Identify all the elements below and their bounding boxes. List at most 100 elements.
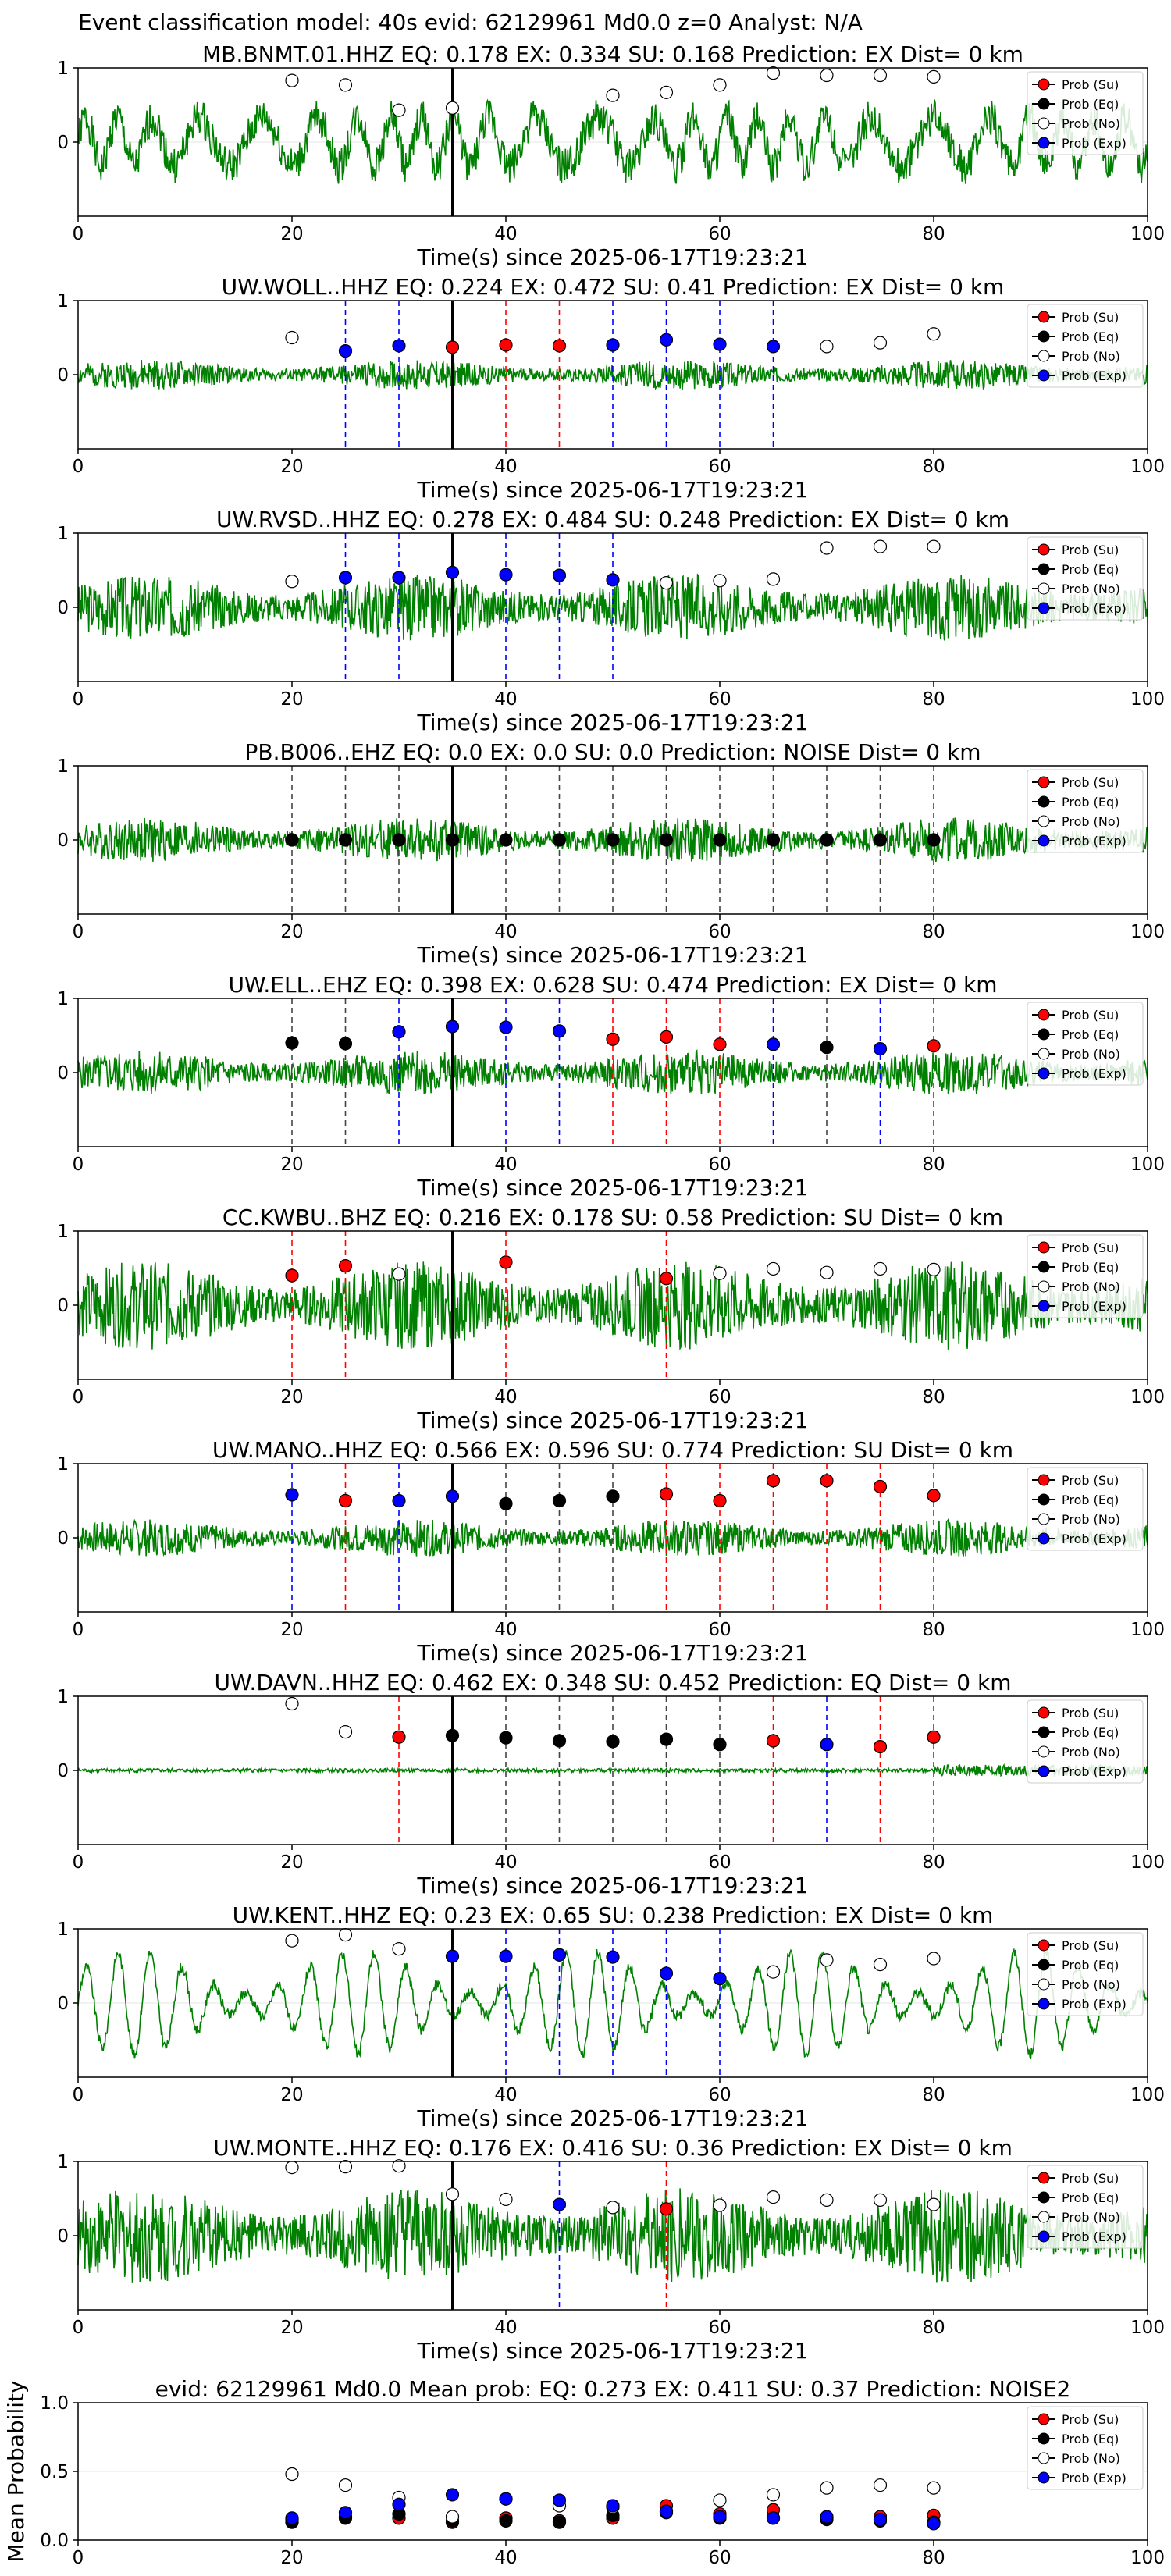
prob-point [445, 565, 460, 579]
panels: MB.BNMT.01.HHZ EQ: 0.178 EX: 0.334 SU: 0… [3, 41, 1165, 2568]
prob-point [927, 1952, 941, 1966]
legend-label: Prob (No) [1062, 1279, 1120, 1294]
legend-marker [1038, 1745, 1050, 1758]
prob-point [445, 340, 460, 354]
legend-label: Prob (No) [1062, 582, 1120, 596]
prob-point [766, 1474, 781, 1488]
prob-point [606, 573, 620, 587]
prob-point [285, 1268, 299, 1283]
legend-marker [1038, 98, 1050, 110]
prob-point [927, 1262, 941, 1277]
x-tick-label: 100 [1130, 1620, 1165, 1640]
prob-point [338, 78, 353, 92]
panel-title: evid: 62129961 Md0.0 Mean prob: EQ: 0.27… [155, 2376, 1071, 2402]
prob-point [659, 833, 674, 847]
legend-frame [1027, 1467, 1144, 1551]
panel-10: evid: 62129961 Md0.0 Mean prob: EQ: 0.27… [3, 2376, 1165, 2568]
x-axis-label: Time(s) since 2025-06-17T19:23:21 [416, 1407, 808, 1433]
legend-label: Prob (Exp) [1062, 1299, 1127, 1314]
mean-prob-point [392, 2497, 406, 2511]
x-tick-label: 100 [1130, 922, 1165, 942]
x-tick-label: 60 [708, 2548, 731, 2568]
legend-label: Prob (Exp) [1062, 2229, 1127, 2244]
prob-point [552, 1024, 567, 1038]
legend-marker [1038, 137, 1050, 149]
x-tick-label: 0 [73, 1155, 84, 1175]
legend-frame [1027, 536, 1144, 621]
prob-point [338, 1037, 353, 1051]
prob-point [766, 1965, 781, 1979]
panel-7: UW.DAVN..HHZ EQ: 0.462 EX: 0.348 SU: 0.4… [57, 1670, 1165, 1898]
legend-marker [1038, 2191, 1050, 2204]
legend-label: Prob (Eq) [1062, 329, 1119, 344]
prob-point [552, 833, 567, 847]
prob-point [338, 1725, 353, 1739]
mean-prob-point [713, 2510, 727, 2524]
waveform-trace [77, 1947, 1148, 2060]
panel-5: CC.KWBU..BHZ EQ: 0.216 EX: 0.178 SU: 0.5… [57, 1204, 1165, 1433]
prob-point [713, 78, 727, 92]
legend-label: Prob (Eq) [1062, 795, 1119, 809]
legend-frame [1027, 1699, 1144, 1784]
legend-label: Prob (Exp) [1062, 1532, 1127, 1546]
x-tick-label: 0 [73, 2085, 84, 2105]
x-tick-label: 100 [1130, 457, 1165, 477]
legend-marker [1038, 78, 1050, 91]
waveform-trace [77, 98, 1148, 184]
x-tick-label: 60 [708, 1620, 731, 1640]
prob-point [873, 336, 888, 350]
waveform-trace [77, 1763, 1148, 1778]
prob-point [499, 2192, 513, 2207]
legend: Prob (Su) Prob (Eq) Prob (No) Prob (Exp) [1027, 71, 1144, 155]
waveform-trace [77, 2188, 1148, 2283]
legend-marker [1038, 815, 1050, 827]
prob-point [285, 330, 299, 345]
y-tick-label: 1 [57, 1687, 69, 1707]
legend-label: Prob (No) [1062, 1745, 1120, 1759]
prob-point [713, 833, 727, 847]
legend-marker [1038, 1474, 1050, 1486]
legend-marker [1038, 1532, 1050, 1545]
x-tick-label: 60 [708, 922, 731, 942]
legend-marker [1038, 795, 1050, 808]
legend-label: Prob (Su) [1062, 310, 1119, 325]
prob-point [499, 568, 513, 582]
legend-marker [1038, 2471, 1050, 2484]
legend-marker [1038, 2211, 1050, 2223]
x-tick-label: 0 [73, 1620, 84, 1640]
prob-point [873, 833, 888, 847]
x-tick-label: 0 [73, 2318, 84, 2338]
x-tick-label: 80 [922, 2548, 945, 2568]
x-tick-label: 100 [1130, 689, 1165, 710]
y-tick-label: 0 [57, 831, 69, 851]
x-tick-label: 40 [494, 1852, 517, 1873]
prob-point [659, 2202, 674, 2216]
y-tick-label: 0.5 [40, 2462, 69, 2482]
legend-label: Prob (Eq) [1062, 2190, 1119, 2205]
legend-label: Prob (Su) [1062, 1240, 1119, 1255]
panel-title: UW.WOLL..HHZ EQ: 0.224 EX: 0.472 SU: 0.4… [222, 274, 1005, 300]
x-axis-label: Time(s) since 2025-06-17T19:23:21 [416, 710, 808, 735]
prob-point [285, 833, 299, 847]
prob-point [606, 1735, 620, 1749]
prob-point [499, 833, 513, 847]
y-tick-label: 0 [57, 365, 69, 386]
prob-point [392, 833, 406, 847]
legend-label: Prob (Exp) [1062, 1764, 1127, 1779]
x-tick-label: 100 [1130, 2318, 1165, 2338]
legend-label: Prob (Eq) [1062, 1958, 1119, 1973]
legend-label: Prob (Su) [1062, 77, 1119, 92]
y-tick-label: 0 [57, 1063, 69, 1083]
prob-point [552, 1734, 567, 1748]
y-tick-label: 0.0 [40, 2531, 69, 2551]
x-tick-label: 20 [280, 2085, 303, 2105]
legend-label: Prob (Su) [1062, 1938, 1119, 1953]
y-tick-label: 0 [57, 1761, 69, 1781]
y-tick-label: 1 [57, 756, 69, 777]
figure-title: Event classification model: 40s evid: 62… [78, 9, 863, 35]
x-tick-label: 60 [708, 1852, 731, 1873]
legend-label: Prob (No) [1062, 1977, 1120, 1992]
x-tick-label: 0 [73, 1387, 84, 1407]
prob-point [552, 1948, 567, 1962]
